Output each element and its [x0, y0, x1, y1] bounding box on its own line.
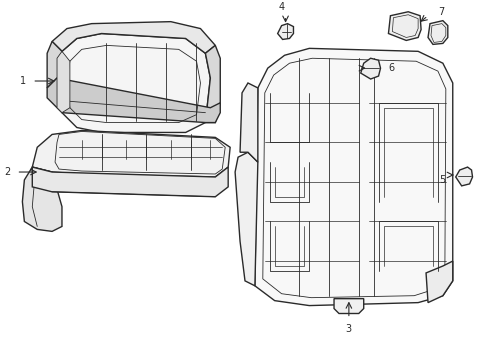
Text: 2: 2	[4, 167, 11, 177]
Text: 7: 7	[437, 7, 443, 17]
Text: 1: 1	[20, 76, 26, 86]
Polygon shape	[52, 22, 215, 53]
Polygon shape	[277, 24, 293, 40]
Polygon shape	[205, 45, 220, 122]
Polygon shape	[387, 12, 420, 40]
Polygon shape	[57, 51, 70, 113]
Polygon shape	[47, 78, 220, 122]
Polygon shape	[360, 58, 380, 79]
Polygon shape	[240, 83, 257, 162]
Polygon shape	[427, 21, 447, 44]
Text: 5: 5	[439, 175, 445, 185]
Text: 4: 4	[278, 2, 284, 12]
Polygon shape	[333, 299, 363, 314]
Polygon shape	[57, 33, 210, 132]
Polygon shape	[22, 167, 62, 231]
Polygon shape	[254, 48, 452, 306]
Polygon shape	[455, 167, 471, 186]
Polygon shape	[32, 130, 230, 177]
Text: 3: 3	[345, 324, 351, 334]
Polygon shape	[32, 167, 228, 197]
Polygon shape	[425, 261, 452, 303]
Polygon shape	[235, 152, 257, 286]
Polygon shape	[47, 41, 62, 113]
Text: 6: 6	[387, 63, 394, 73]
